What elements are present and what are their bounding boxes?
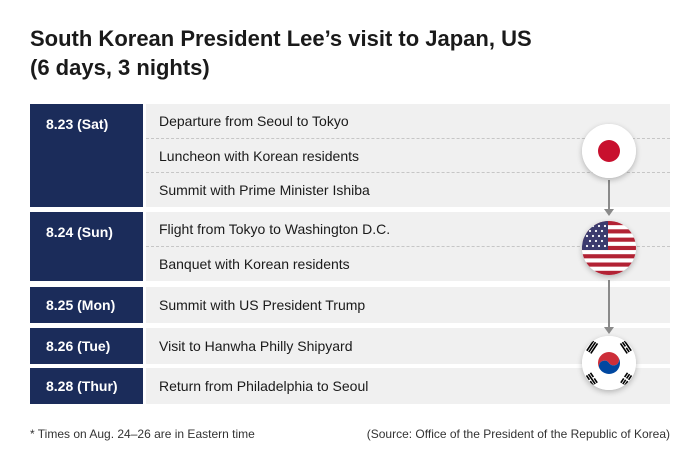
date-cell: 8.28 (Thur) bbox=[30, 368, 143, 404]
source-note: (Source: Office of the President of the … bbox=[366, 427, 670, 441]
events-list: Return from Philadelphia to Seoul bbox=[146, 368, 670, 404]
date-label: 8.28 (Thur) bbox=[46, 378, 118, 394]
event-item: Summit with US President Trump bbox=[159, 297, 366, 313]
day-row-aug-28: 8.28 (Thur) Return from Philadelphia to … bbox=[30, 368, 670, 404]
date-cell: 8.26 (Tue) bbox=[30, 328, 143, 364]
event-item: Summit with Prime Minister Ishiba bbox=[146, 172, 670, 206]
arrow-down-icon bbox=[604, 327, 614, 334]
us-flag-icon bbox=[582, 221, 636, 275]
date-label: 8.26 (Tue) bbox=[46, 338, 111, 354]
footnote: * Times on Aug. 24–26 are in Eastern tim… bbox=[30, 427, 255, 441]
day-row-aug-23: 8.23 (Sat) Departure from Seoul to Tokyo… bbox=[30, 104, 670, 207]
event-item: Flight from Tokyo to Washington D.C. bbox=[159, 221, 391, 237]
events-list: Departure from Seoul to Tokyo Luncheon w… bbox=[146, 104, 670, 207]
date-cell: 8.25 (Mon) bbox=[30, 287, 143, 323]
connector-line-japan-us bbox=[608, 180, 610, 210]
events-list: Visit to Hanwha Philly Shipyard bbox=[146, 328, 670, 364]
event-item: Luncheon with Korean residents bbox=[146, 138, 670, 172]
date-cell: 8.24 (Sun) bbox=[30, 212, 143, 281]
arrow-down-icon bbox=[604, 209, 614, 216]
chart-title: South Korean President Lee’s visit to Ja… bbox=[30, 24, 670, 82]
connector-line-us-korea bbox=[608, 280, 610, 328]
date-cell: 8.23 (Sat) bbox=[30, 104, 143, 207]
date-label: 8.24 (Sun) bbox=[46, 224, 113, 240]
event-item: Departure from Seoul to Tokyo bbox=[159, 113, 349, 129]
date-label: 8.23 (Sat) bbox=[46, 116, 109, 132]
event-item: Banquet with Korean residents bbox=[146, 246, 670, 280]
title-line-2: (6 days, 3 nights) bbox=[30, 55, 210, 80]
title-line-1: South Korean President Lee’s visit to Ja… bbox=[30, 26, 532, 51]
day-row-aug-26: 8.26 (Tue) Visit to Hanwha Philly Shipya… bbox=[30, 328, 670, 364]
events-list: Summit with US President Trump bbox=[146, 287, 670, 323]
japan-flag-icon bbox=[582, 124, 636, 178]
event-item: Return from Philadelphia to Seoul bbox=[159, 378, 369, 394]
event-item: Visit to Hanwha Philly Shipyard bbox=[159, 338, 353, 354]
south-korea-flag-icon bbox=[582, 336, 636, 390]
day-row-aug-25: 8.25 (Mon) Summit with US President Trum… bbox=[30, 287, 670, 323]
date-label: 8.25 (Mon) bbox=[46, 297, 116, 313]
day-row-aug-24: 8.24 (Sun) Flight from Tokyo to Washingt… bbox=[30, 212, 670, 281]
